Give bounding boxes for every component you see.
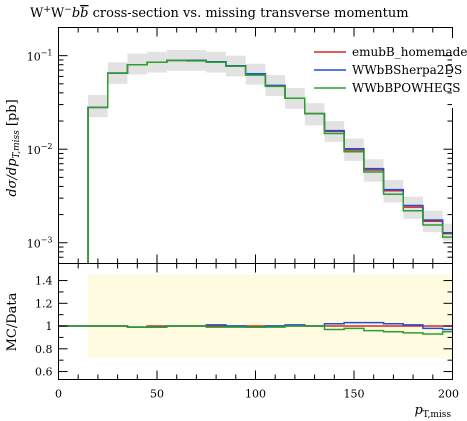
y-tick-label: 10−2 — [27, 142, 53, 157]
ratio-tick-label: 0.8 — [35, 343, 53, 356]
y-tick-label: 10−1 — [27, 49, 53, 64]
data-uncertainty-band — [88, 49, 453, 241]
ratio-panel-frame — [58, 263, 453, 380]
ratio-uncertainty-band — [88, 274, 453, 358]
x-axis-label: pT,miss — [414, 403, 451, 420]
legend-label-sherpa: WWbBSherpa2DS — [352, 63, 462, 77]
x-tick-label: 150 — [344, 388, 365, 401]
ratio-band-area — [88, 274, 453, 358]
ratio-y-axis-label: MC/Data — [5, 292, 20, 351]
x-tick-label: 50 — [150, 388, 164, 401]
legend-label-emubB: emubB_homemade — [352, 45, 467, 59]
main-series-lines — [87, 59, 453, 264]
y-tick-label: 10−3 — [27, 236, 53, 251]
ratio-tick-label: 1 — [46, 320, 53, 333]
ratio-tick-label: 1.2 — [35, 297, 53, 310]
legend: emubB_homemade WWbBSherpa2DS WWbBPOWHEGS — [314, 38, 467, 108]
ratio-line-2 — [58, 325, 453, 335]
x-tick-label: 200 — [438, 388, 459, 401]
ratio-series-lines — [58, 321, 453, 335]
y-axis-label: dσ/dpT,miss [pb] — [5, 99, 22, 196]
ratio-tick-label: 1.4 — [35, 275, 53, 288]
band-bin — [88, 94, 108, 118]
chart-title: W+W−bb cross-section vs. missing transve… — [30, 5, 409, 21]
series-line-2 — [87, 59, 453, 264]
x-tick-label: 0 — [55, 388, 62, 401]
x-tick-label: 100 — [245, 388, 266, 401]
ratio-tick-label: 0.6 — [35, 366, 53, 379]
legend-label-powheg: WWbBPOWHEGS — [352, 81, 460, 95]
